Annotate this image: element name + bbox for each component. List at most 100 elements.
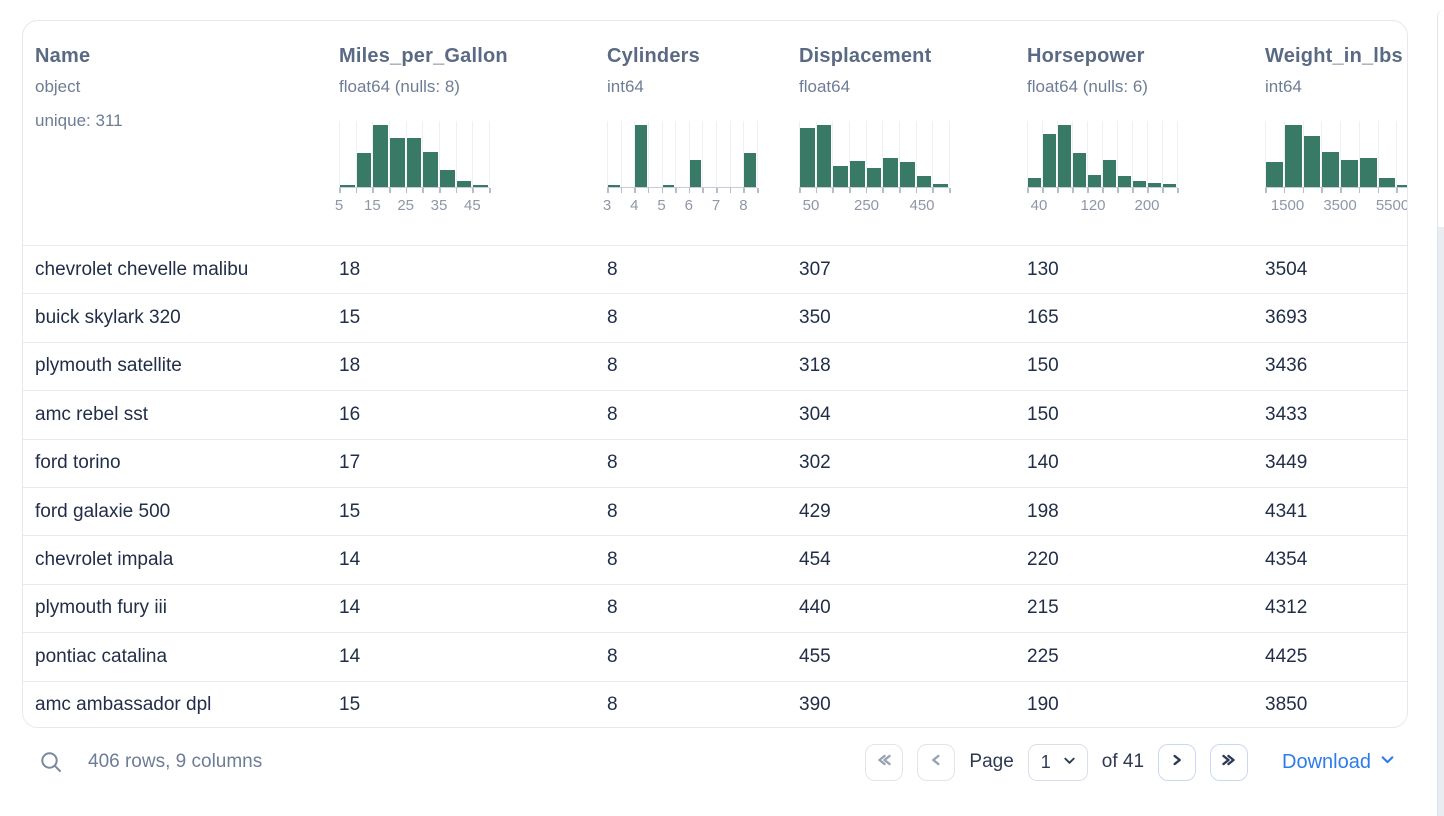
table-cell: 130 xyxy=(1027,258,1059,280)
table-cell: 454 xyxy=(799,549,831,571)
table-row[interactable]: amc ambassador dpl 15 8 390 190 3850 xyxy=(23,680,1407,727)
hist-axis-label: 45 xyxy=(463,197,481,214)
table-cell: 350 xyxy=(799,307,831,329)
hist-gridline xyxy=(915,121,917,187)
hist-axis-tick xyxy=(489,188,491,193)
table-row[interactable]: chevrolet impala 14 8 454 220 4354 xyxy=(23,535,1407,584)
table-cell: 150 xyxy=(1027,403,1059,425)
hist-gridline xyxy=(1117,121,1118,187)
hist-gridline xyxy=(607,121,608,187)
table-cell: ford galaxie 500 xyxy=(35,500,171,522)
hist-bar xyxy=(1397,185,1407,187)
hist-axis-label: 200 xyxy=(1134,197,1160,214)
column-header-name[interactable]: Name object unique: 311 xyxy=(35,21,339,245)
hist-bar xyxy=(1378,178,1396,187)
chevrons-left-icon xyxy=(872,748,896,777)
page-select[interactable]: 1 xyxy=(1027,743,1088,781)
hist-bar xyxy=(816,125,832,187)
last-page-button[interactable] xyxy=(1210,743,1249,781)
table-row[interactable]: buick skylark 320 15 8 350 165 3693 xyxy=(23,293,1407,342)
next-page-button[interactable] xyxy=(1158,743,1197,781)
column-title[interactable]: Name xyxy=(35,45,91,67)
table-cell: 440 xyxy=(799,597,831,619)
prev-page-button[interactable] xyxy=(917,743,956,781)
table-cell: 3850 xyxy=(1265,694,1308,716)
hist-axis-tick xyxy=(1102,188,1104,193)
column-header-miles_per_gallon[interactable]: Miles_per_Gallon float64 (nulls: 8) 5 15 25 3… xyxy=(335,21,607,245)
column-header-horsepower[interactable]: Horsepower float64 (nulls: 6) 40 120 200 xyxy=(1027,21,1265,245)
first-page-button[interactable] xyxy=(865,743,904,781)
hist-axis-tick xyxy=(1042,188,1044,193)
column-title[interactable]: Horsepower xyxy=(1027,45,1145,67)
table-cell: 15 xyxy=(339,500,361,522)
column-title[interactable]: Miles_per_Gallon xyxy=(339,45,508,67)
hist-gridline xyxy=(743,121,745,187)
column-dtype: float64 (nulls: 6) xyxy=(1027,77,1148,96)
column-header-cylinders[interactable]: Cylinders int64 3 4 5 6 7 8 xyxy=(603,21,799,245)
column-title[interactable]: Weight_in_lbs xyxy=(1265,45,1403,67)
chevron-right-icon xyxy=(1165,748,1189,777)
table-row[interactable]: ford torino 17 8 302 140 3449 xyxy=(23,438,1407,487)
column-header-displacement[interactable]: Displacement float64 50 250 450 xyxy=(799,21,1027,245)
hist-axis-tick xyxy=(799,188,801,193)
hist-axis-line xyxy=(607,187,757,188)
table-row[interactable]: plymouth fury iii 14 8 440 215 4312 xyxy=(23,583,1407,633)
hist-gridline xyxy=(472,121,474,187)
hist-bar xyxy=(473,185,488,187)
hist-axis-label: 6 xyxy=(684,197,693,214)
hist-bar xyxy=(608,185,620,187)
table-cell: 307 xyxy=(799,258,831,280)
table-cell: 225 xyxy=(1027,645,1059,667)
hist-axis-tick xyxy=(1162,188,1164,193)
column-dtype: float64 (nulls: 8) xyxy=(339,77,460,96)
scrollbar-thumb[interactable] xyxy=(1438,227,1444,816)
hist-axis-tick xyxy=(1072,188,1074,193)
table-row[interactable]: amc rebel sst 16 8 304 150 3433 xyxy=(23,390,1407,439)
table-cell: 16 xyxy=(339,403,361,425)
hist-gridline xyxy=(1321,121,1323,187)
hist-axis-tick xyxy=(1358,188,1361,193)
table-cell: 3449 xyxy=(1265,452,1308,474)
hist-bar xyxy=(1058,125,1071,187)
hist-gridline xyxy=(1177,121,1178,187)
hist-axis-label: 1500 xyxy=(1270,197,1305,214)
table-cell: 14 xyxy=(339,549,361,571)
hist-axis-tick xyxy=(1177,188,1179,193)
hist-axis-label: 25 xyxy=(397,197,414,214)
table-cell: 318 xyxy=(799,355,831,377)
hist-bar xyxy=(635,125,647,187)
table-row[interactable]: plymouth satellite 18 8 318 150 3436 xyxy=(23,341,1407,391)
hist-bar xyxy=(1266,162,1283,187)
hist-bar xyxy=(1028,178,1041,187)
search-icon[interactable] xyxy=(38,749,64,775)
hist-gridline xyxy=(1358,121,1360,187)
table-cell: 8 xyxy=(607,258,618,280)
table-cell: plymouth fury iii xyxy=(35,597,167,619)
column-title[interactable]: Displacement xyxy=(799,45,932,67)
table-cell: amc ambassador dpl xyxy=(35,694,212,716)
download-button[interactable]: Download xyxy=(1282,751,1396,774)
table-row[interactable]: ford galaxie 500 15 8 429 198 4341 xyxy=(23,486,1407,536)
hist-bar xyxy=(1073,153,1086,187)
hist-axis-tick xyxy=(1147,188,1149,193)
histogram-Cylinders: 3 4 5 6 7 8 xyxy=(603,121,759,215)
hist-axis-tick xyxy=(339,188,341,193)
column-header-weight_in_lbs[interactable]: Weight_in_lbs int64 1500 3500 5500 xyxy=(1265,21,1407,245)
column-title[interactable]: Cylinders xyxy=(607,45,700,67)
table-row[interactable]: chevrolet chevelle malibu 18 8 307 130 3504 xyxy=(23,245,1407,294)
hist-gridline xyxy=(675,121,677,187)
table-cell: 8 xyxy=(607,307,618,329)
column-unique-count: unique: 311 xyxy=(35,111,123,130)
hist-axis-tick xyxy=(932,188,934,193)
column-dtype: int64 xyxy=(1265,77,1302,96)
hist-axis-tick xyxy=(815,188,818,193)
table-row[interactable]: pontiac catalina 14 8 455 225 4425 xyxy=(23,632,1407,681)
hist-axis-tick xyxy=(1087,188,1089,193)
download-label: Download xyxy=(1282,750,1371,773)
hist-axis-label: 3 xyxy=(602,197,612,214)
hist-axis-tick xyxy=(389,188,391,193)
hist-axis-label: 50 xyxy=(802,197,820,214)
table-cell: 4312 xyxy=(1265,597,1308,619)
hist-gridline xyxy=(661,121,663,187)
hist-gridline xyxy=(647,121,649,187)
